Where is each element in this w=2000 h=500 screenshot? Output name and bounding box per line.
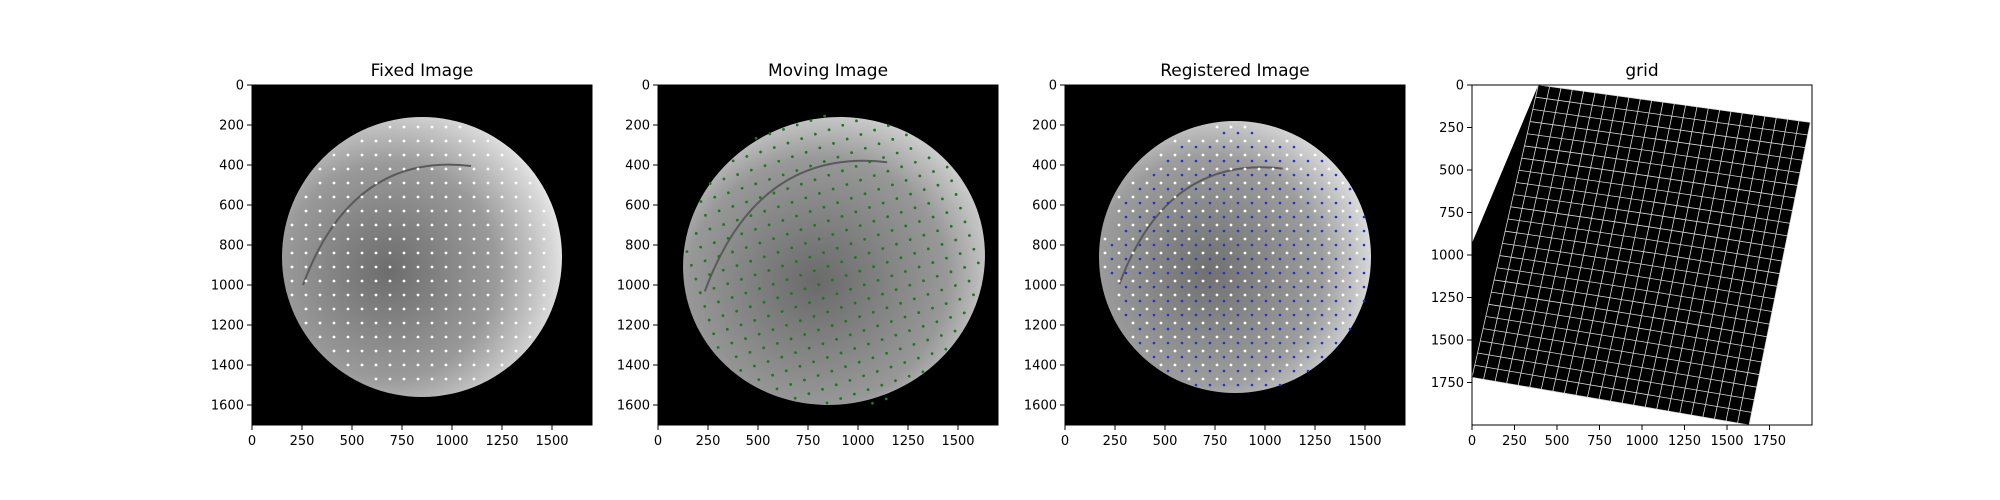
y-tick-label: 0 [236,79,244,94]
x-tick-label: 750 [1203,434,1228,449]
x-tick-label: 500 [1545,434,1570,449]
y-tick-label: 1600 [617,399,650,414]
x-tick-label: 1250 [1298,434,1331,449]
x-tick-label: 750 [390,434,415,449]
y-axis-ticks: 0 200 400 600 800 1000 1200 1400 1600 [211,79,252,414]
panel-title: grid [1625,61,1658,81]
axes-frame [251,84,593,426]
x-tick-label: 1500 [535,434,568,449]
axes-frame [1064,84,1406,426]
y-tick-label: 750 [1439,206,1464,221]
x-axis-ticks: 0 250 500 750 1000 1250 1500 [1061,425,1382,449]
y-tick-label: 400 [625,159,650,174]
x-tick-label: 250 [290,434,315,449]
panel-registered-image: Registered Image 0 250 500 750 1000 1250 1500 … [1024,61,1406,449]
y-tick-label: 200 [625,119,650,134]
y-tick-label: 1250 [1431,291,1464,306]
x-tick-label: 0 [1468,434,1476,449]
warped-domain [1472,85,1811,425]
plot-area [1064,84,1406,426]
x-tick-label: 250 [1502,434,1527,449]
x-tick-label: 1500 [1348,434,1381,449]
x-tick-label: 1000 [1625,434,1658,449]
y-tick-label: 400 [1032,159,1057,174]
landmark-points [685,114,980,405]
y-tick-label: 800 [625,239,650,254]
panel-moving-image: Moving Image 0 250 500 750 1000 1250 1500 0 200… [617,61,999,449]
grid-lines [1472,85,1811,425]
plot-area [251,84,593,426]
y-tick-label: 1400 [617,359,650,374]
y-tick-label: 1400 [211,359,244,374]
x-tick-label: 1000 [435,434,468,449]
x-tick-label: 1250 [891,434,924,449]
y-tick-label: 600 [1032,199,1057,214]
y-tick-label: 1200 [1024,319,1057,334]
y-tick-label: 1600 [211,399,244,414]
y-tick-label: 600 [219,199,244,214]
panel-grid: grid 0 250 500 750 1000 1250 1500 1750 0 250 500 7… [1431,61,1813,449]
panel-title: Registered Image [1160,61,1310,81]
y-axis-ticks: 0 250 500 750 1000 1250 1500 1750 [1431,79,1472,391]
y-tick-label: 1400 [1024,359,1057,374]
y-axis-ticks: 0 200 400 600 800 1000 1200 1400 1600 [617,79,658,414]
y-tick-label: 500 [1439,164,1464,179]
x-tick-label: 500 [746,434,771,449]
x-tick-label: 0 [248,434,256,449]
panel-title: Moving Image [768,61,888,81]
landmark-points [290,125,546,381]
x-tick-label: 0 [1061,434,1069,449]
y-tick-label: 1000 [1431,249,1464,264]
y-tick-label: 200 [219,119,244,134]
panel-title: Fixed Image [371,61,474,81]
y-tick-label: 600 [625,199,650,214]
y-tick-label: 0 [1456,79,1464,94]
y-axis-ticks: 0 200 400 600 800 1000 1200 1400 1600 [1024,79,1065,414]
y-tick-label: 1750 [1431,376,1464,391]
retina-disc [1099,121,1371,393]
y-tick-label: 0 [1049,79,1057,94]
y-tick-label: 1000 [617,279,650,294]
x-tick-label: 1500 [941,434,974,449]
x-tick-label: 250 [1103,434,1128,449]
y-tick-label: 0 [642,79,650,94]
y-tick-label: 1200 [211,319,244,334]
x-tick-label: 1500 [1710,434,1743,449]
x-tick-label: 1000 [841,434,874,449]
y-tick-label: 800 [219,239,244,254]
y-tick-label: 200 [1032,119,1057,134]
x-axis-ticks: 0 250 500 750 1000 1250 1500 [654,425,975,449]
y-tick-label: 250 [1439,121,1464,136]
y-tick-label: 800 [1032,239,1057,254]
retina-disc [282,117,562,397]
x-axis-ticks: 0 250 500 750 1000 1250 1500 [248,425,569,449]
x-tick-label: 0 [654,434,662,449]
plot-area [657,84,999,426]
x-tick-label: 750 [796,434,821,449]
x-tick-label: 500 [340,434,365,449]
x-tick-label: 250 [696,434,721,449]
x-tick-label: 1250 [1668,434,1701,449]
x-axis-ticks: 0 250 500 750 1000 1250 1500 1750 [1468,425,1786,449]
vessel [302,163,472,286]
y-tick-label: 1200 [617,319,650,334]
y-tick-label: 1000 [1024,279,1057,294]
y-tick-label: 1600 [1024,399,1057,414]
axes-frame [657,84,999,426]
panel-fixed-image: Fixed Image 0 250 500 750 1000 1250 1500 0 200 4… [211,61,593,449]
y-tick-label: 400 [219,159,244,174]
landmark-points [1103,125,1366,387]
x-tick-label: 500 [1153,434,1178,449]
x-tick-label: 1000 [1248,434,1281,449]
x-tick-label: 750 [1587,434,1612,449]
y-tick-label: 1500 [1431,334,1464,349]
y-tick-label: 1000 [211,279,244,294]
plot-area [1471,84,1813,426]
x-tick-label: 1250 [485,434,518,449]
x-tick-label: 1750 [1753,434,1786,449]
